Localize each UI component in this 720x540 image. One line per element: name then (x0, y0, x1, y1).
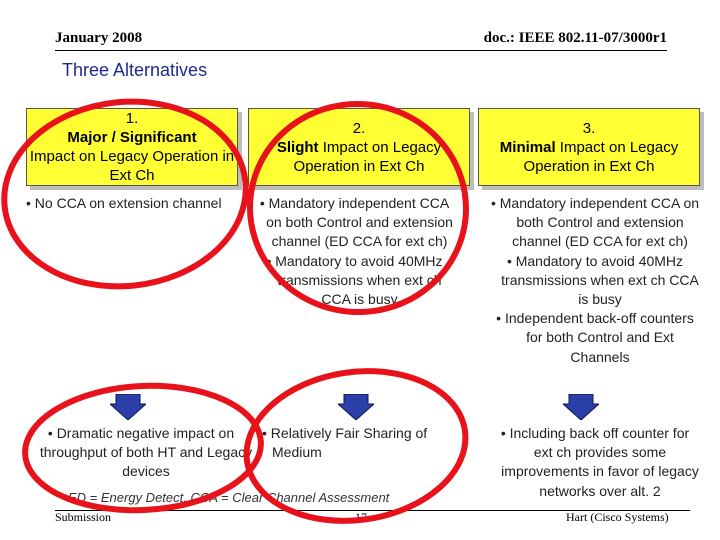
detail-item: Independent back-off counters for both C… (490, 309, 700, 367)
alternative-2-result: Relatively Fair Sharing of Medium (262, 424, 462, 462)
down-arrow-icon (563, 394, 599, 420)
alternative-1-details: No CCA on extension channel (26, 194, 231, 213)
slide-title: Three Alternatives (62, 60, 208, 80)
alternative-1-box: 1. Major / Significant Impact on Legacy … (26, 108, 238, 186)
header-doc-id: doc.: IEEE 802.11-07/3000r1 (483, 30, 667, 46)
alternative-1-number: 1. (125, 110, 139, 127)
detail-item: Mandatory to avoid 40MHz transmissions w… (252, 252, 457, 310)
alternative-2-name: Slight (276, 138, 319, 156)
alternative-3-details: Mandatory independent CCA on both Contro… (490, 194, 700, 367)
alternative-3-number: 3. (582, 119, 596, 137)
alternative-3-result: Including back off counter for ext ch pr… (490, 424, 700, 501)
abbreviation-note: ED = Energy Detect, CCA = Clear Channel … (68, 490, 390, 505)
alternative-3-name: Minimal (499, 138, 556, 156)
alternative-3-box: 3. Minimal Impact on Legacy Operation in… (478, 108, 700, 186)
alternative-2-box: 2. Slight Impact on Legacy Operation in … (248, 108, 470, 186)
alternative-1-result: Dramatic negative impact on throughput o… (26, 424, 256, 482)
down-arrow-icon (338, 394, 374, 420)
alternative-3-description: Impact on Legacy Operation in Ext Ch (523, 138, 679, 175)
detail-item: Mandatory to avoid 40MHz transmissions w… (490, 252, 700, 310)
detail-item: Mandatory independent CCA on both Contro… (252, 194, 457, 252)
header-date: January 2008 (55, 30, 143, 46)
alternative-2-details: Mandatory independent CCA on both Contro… (252, 194, 457, 309)
detail-item: Mandatory independent CCA on both Contro… (490, 194, 700, 252)
result-item: Dramatic negative impact on throughput o… (26, 424, 256, 482)
footer-author: Hart (Cisco Systems) (566, 510, 669, 524)
alternative-2-number: 2. (352, 119, 366, 137)
footer-page-number: 17 (355, 510, 367, 524)
header-rule (55, 50, 667, 51)
down-arrow-icon (110, 394, 146, 420)
alternative-1-description: Impact on Legacy Operation in Ext Ch (29, 148, 235, 184)
result-item: Relatively Fair Sharing of Medium (262, 424, 462, 462)
result-item: Including back off counter for ext ch pr… (490, 424, 700, 501)
footer-submission: Submission (55, 510, 112, 524)
alternative-1-name: Major / Significant (67, 129, 197, 146)
detail-item: No CCA on extension channel (26, 194, 231, 213)
